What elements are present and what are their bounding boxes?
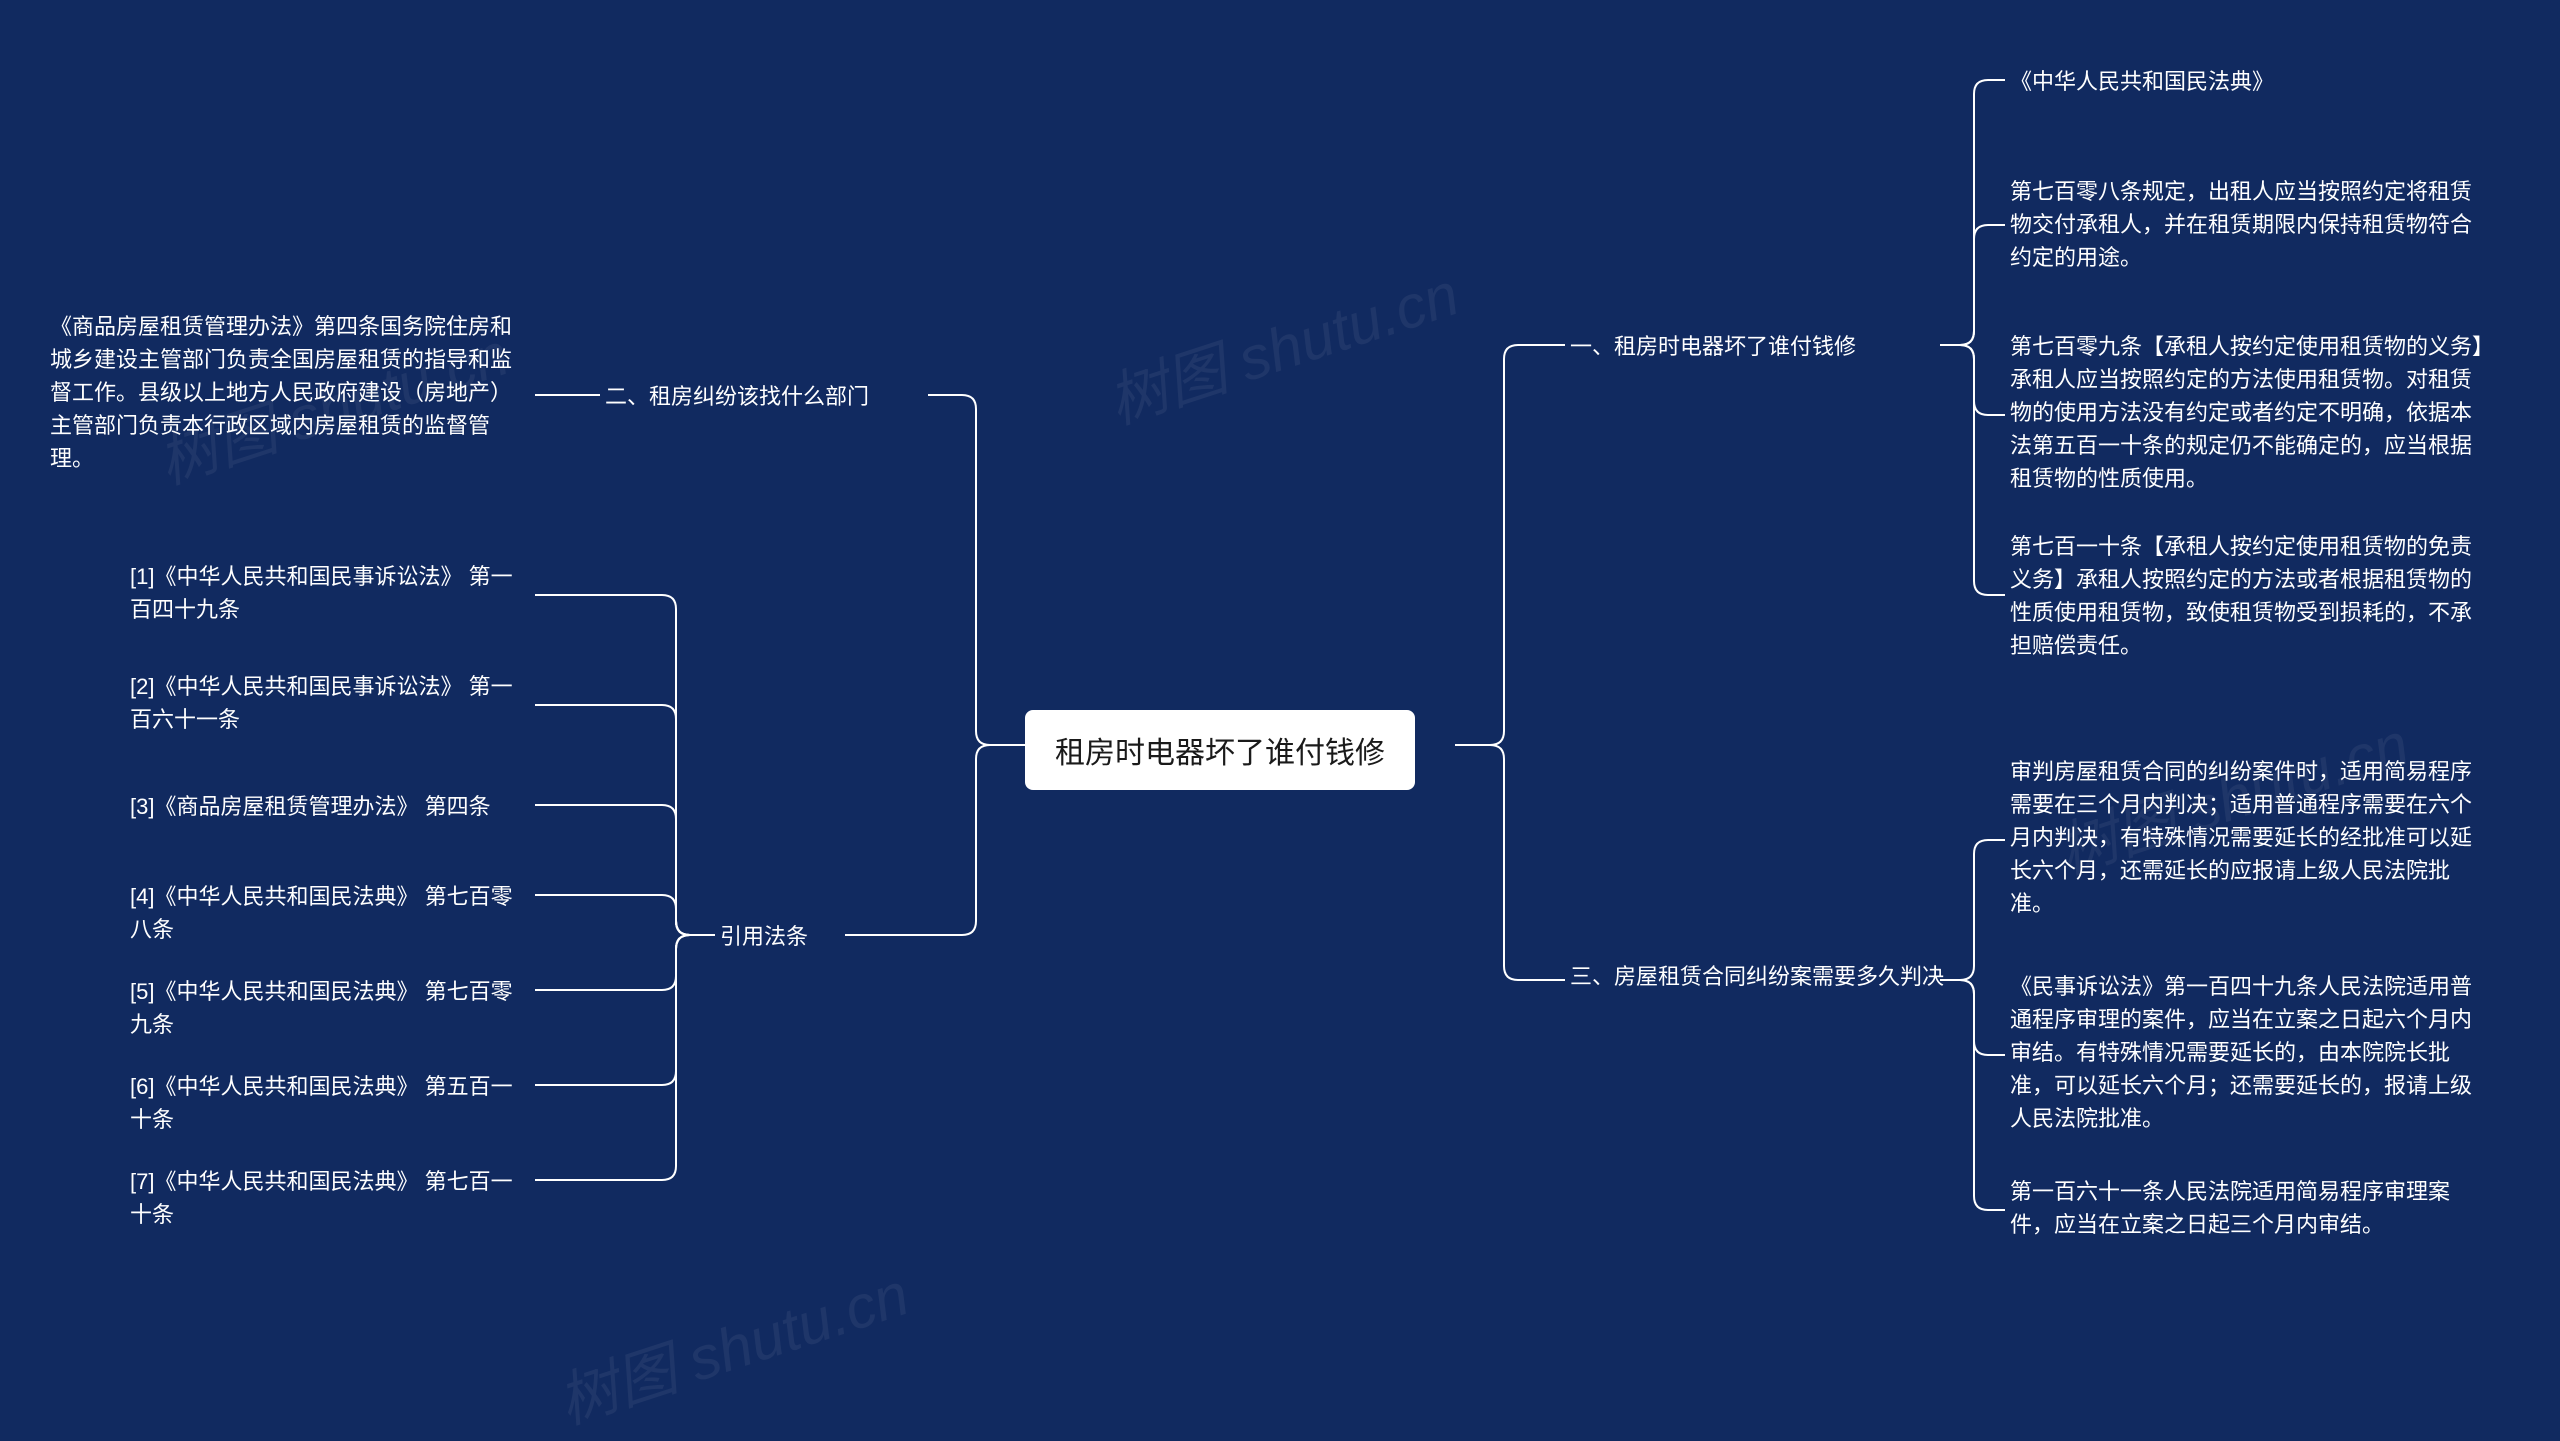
leaf-ref-7: [7]《中华人民共和国民法典》 第七百一十条 <box>130 1165 530 1231</box>
leaf-1-2: 第七百零八条规定，出租人应当按照约定将租赁物交付承租人，并在租赁期限内保持租赁物… <box>2010 175 2490 274</box>
leaf-3-1: 审判房屋租赁合同的纠纷案件时，适用简易程序需要在三个月内判决；适用普通程序需要在… <box>2010 755 2490 920</box>
leaf-3-2: 《民事诉讼法》第一百四十九条人民法院适用普通程序审理的案件，应当在立案之日起六个… <box>2010 970 2490 1135</box>
leaf-1-4: 第七百一十条【承租人按约定使用租赁物的免责义务】承租人按照约定的方法或者根据租赁… <box>2010 530 2490 662</box>
root-node[interactable]: 租房时电器坏了谁付钱修 <box>1025 710 1415 790</box>
leaf-1-3: 第七百零九条【承租人按约定使用租赁物的义务】承租人应当按照约定的方法使用租赁物。… <box>2010 330 2490 495</box>
watermark: 树图 shutu.cn <box>545 1246 918 1441</box>
leaf-1-1: 《中华人民共和国民法典》 <box>2010 65 2490 98</box>
watermark: 树图 shutu.cn <box>1095 246 1468 441</box>
branch-1[interactable]: 一、租房时电器坏了谁付钱修 <box>1570 330 1950 363</box>
leaf-ref-6: [6]《中华人民共和国民法典》 第五百一十条 <box>130 1070 530 1136</box>
leaf-ref-3: [3]《商品房屋租赁管理办法》 第四条 <box>130 790 530 823</box>
branch-3[interactable]: 三、房屋租赁合同纠纷案需要多久判决 <box>1570 960 1950 993</box>
branch-ref[interactable]: 引用法条 <box>720 920 840 953</box>
leaf-ref-5: [5]《中华人民共和国民法典》 第七百零九条 <box>130 975 530 1041</box>
leaf-ref-1: [1]《中华人民共和国民事诉讼法》 第一百四十九条 <box>130 560 530 626</box>
leaf-2-1: 《商品房屋租赁管理办法》第四条国务院住房和城乡建设主管部门负责全国房屋租赁的指导… <box>50 310 530 475</box>
leaf-ref-2: [2]《中华人民共和国民事诉讼法》 第一百六十一条 <box>130 670 530 736</box>
leaf-3-3: 第一百六十一条人民法院适用简易程序审理案件，应当在立案之日起三个月内审结。 <box>2010 1175 2490 1241</box>
branch-2[interactable]: 二、租房纠纷该找什么部门 <box>605 380 925 413</box>
leaf-ref-4: [4]《中华人民共和国民法典》 第七百零八条 <box>130 880 530 946</box>
